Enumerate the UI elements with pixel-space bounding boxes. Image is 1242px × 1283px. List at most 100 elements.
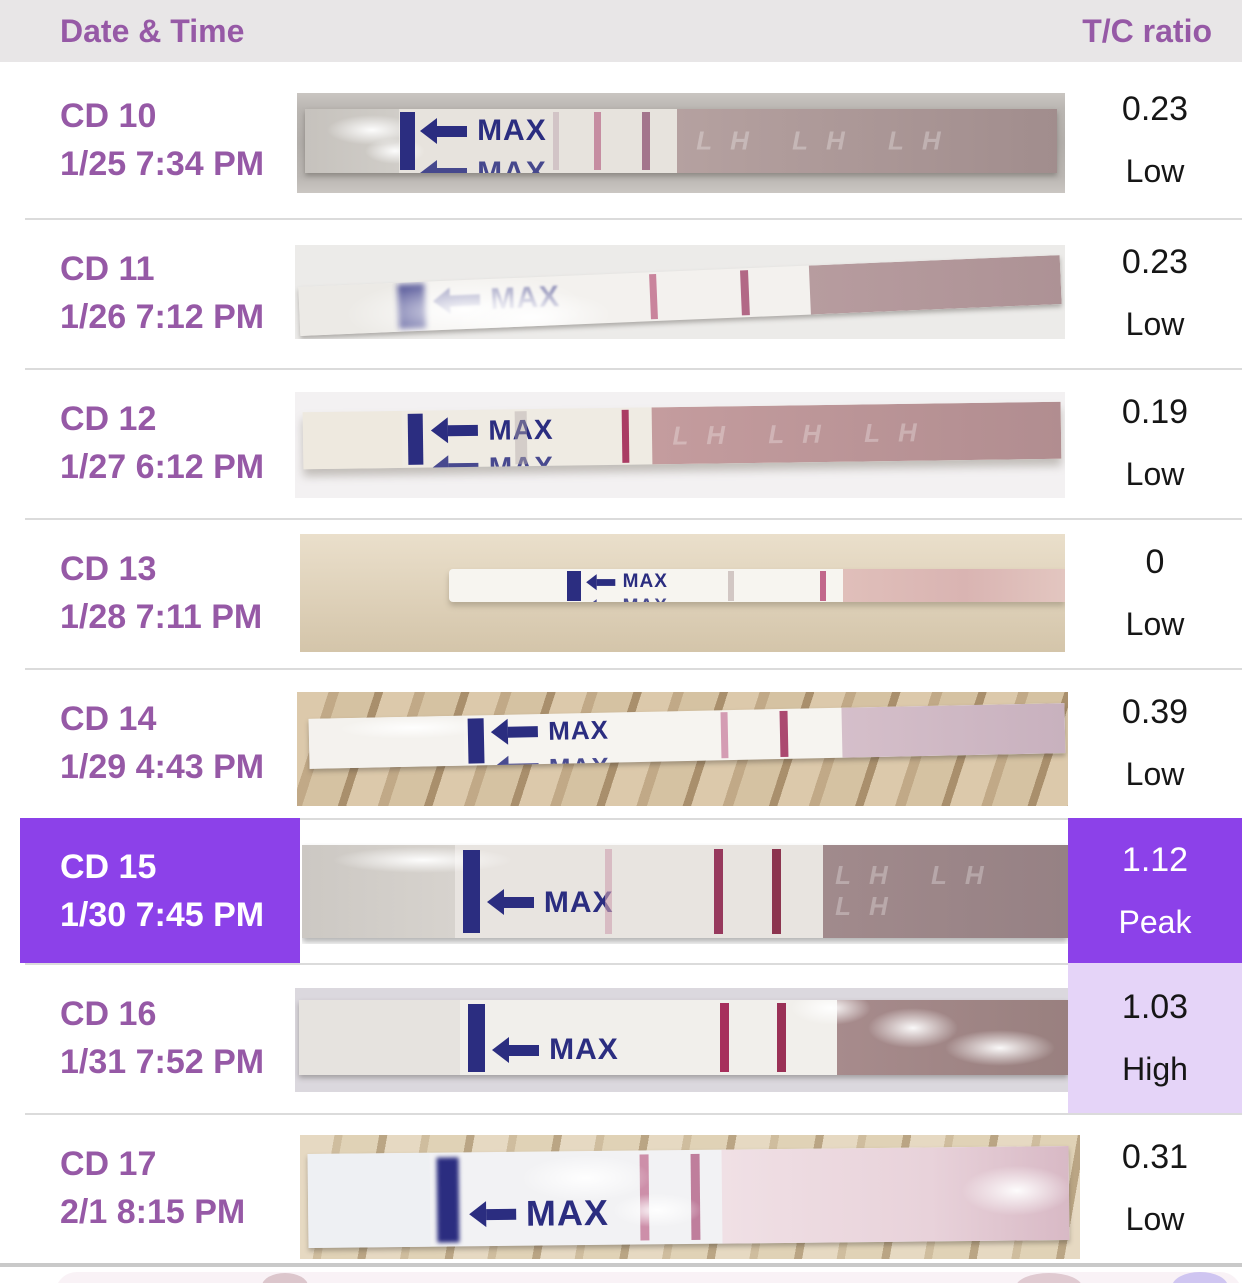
datetime-label: 2/1 8:15 PM (60, 1193, 246, 1231)
max-label-group: MAX MAX (430, 410, 554, 470)
date-cell: CD 12 1/27 6:12 PM (0, 368, 300, 518)
test-strip-photo[interactable]: MAX MAX LH LH LH (297, 93, 1065, 193)
test-line (648, 274, 658, 320)
max-label: MAX (548, 752, 610, 770)
test-line (553, 111, 560, 171)
strip-handle (302, 410, 402, 470)
max-label: MAX (623, 596, 668, 602)
max-label: MAX (547, 715, 609, 747)
pad-lh-print: LH LH LH (671, 416, 935, 451)
test-row-cd15-peak[interactable]: CD 15 1/30 7:45 PM MAX MAX LH LH LH (0, 818, 1242, 963)
test-line (719, 712, 728, 759)
test-row-cd13[interactable]: CD 13 1/28 7:11 PM MAX MAX 0 Low (0, 518, 1242, 668)
max-arrow-icon (420, 117, 468, 144)
lh-level-label: Low (1125, 456, 1185, 492)
max-arrow-icon (447, 424, 479, 437)
date-cell: CD 10 1/25 7:34 PM (0, 62, 300, 218)
datetime-label: 1/31 7:52 PM (60, 1043, 265, 1081)
cycle-day-label: CD 16 (60, 995, 157, 1033)
datetime-label: 1/27 6:12 PM (60, 448, 265, 486)
lh-level-label: Low (1125, 756, 1185, 792)
control-line (641, 111, 650, 171)
datetime-label: 1/28 7:11 PM (60, 598, 263, 636)
lh-level-label: Peak (1118, 903, 1192, 940)
section-divider (0, 1263, 1242, 1267)
control-line (778, 711, 788, 758)
absorbent-pad (808, 255, 1062, 315)
ratio-cell: 0 Low (1068, 518, 1242, 668)
lh-level-label: Low (1125, 606, 1185, 642)
ratio-cell: 0.31 Low (1068, 1113, 1242, 1263)
max-arrow-icon (420, 159, 468, 173)
test-line (514, 411, 528, 465)
glare-highlight (520, 1154, 651, 1202)
test-strip-photo[interactable]: MAX (295, 245, 1065, 339)
max-label: MAX (543, 885, 614, 919)
glare-highlight (364, 137, 425, 164)
datetime-label: 1/25 7:34 PM (60, 145, 265, 183)
cycle-day-label: CD 15 (60, 847, 157, 886)
max-marker-bar (567, 571, 581, 601)
tc-ratio-value: 1.12 (1121, 840, 1189, 879)
max-marker-bar (400, 112, 416, 170)
test-strip-photo[interactable]: MAX MAX (300, 534, 1065, 652)
strip-handle (307, 1152, 430, 1249)
ratio-cell-high: 1.03 High (1068, 963, 1242, 1113)
date-cell: CD 16 1/31 7:52 PM (0, 963, 300, 1113)
next-row-peek[interactable] (0, 1267, 1242, 1283)
cycle-day-label: CD 14 (60, 700, 157, 738)
cycle-day-label: CD 11 (60, 250, 155, 288)
tc-ratio-value: 1.03 (1121, 988, 1189, 1026)
test-row-cd12[interactable]: CD 12 1/27 6:12 PM MAX MAX LH LH LH 0.19… (0, 368, 1242, 518)
max-marker-bar (436, 1156, 459, 1243)
cycle-day-label: CD 12 (60, 400, 157, 438)
datetime-label: 1/30 7:45 PM (60, 895, 265, 934)
tc-ratio-value: 0.23 (1121, 90, 1189, 128)
absorbent-pad: LH LH LH (651, 401, 1062, 465)
test-row-cd17[interactable]: CD 17 2/1 8:15 PM MAX MAX 0.31 Low (0, 1113, 1242, 1263)
test-strip-photo[interactable]: MAX MAX (300, 1135, 1080, 1259)
max-marker-bar (466, 718, 485, 764)
control-line (771, 848, 781, 935)
control-line (739, 270, 750, 316)
max-marker-bar (407, 413, 423, 466)
test-strip-photo[interactable]: MAX MAX (297, 692, 1068, 806)
lh-test-strip: MAX MAX (308, 703, 1065, 770)
control-line (819, 570, 826, 602)
test-line (594, 111, 602, 171)
absorbent-pad: LH LH LH (677, 109, 1058, 173)
cycle-day-label: CD 17 (60, 1145, 157, 1183)
max-label: MAX (622, 571, 668, 593)
max-label-group: MAX MAX (467, 1152, 609, 1246)
tc-ratio-value: 0 (1145, 543, 1165, 581)
control-line (777, 1003, 787, 1073)
test-strip-photo[interactable]: MAX MAX LH LH LH (302, 843, 1068, 944)
test-row-cd16-high[interactable]: CD 16 1/31 7:52 PM MAX MAX 1.03 High (0, 963, 1242, 1113)
test-row-cd11[interactable]: CD 11 1/26 7:12 PM MAX 0.23 Low (0, 218, 1242, 368)
cycle-day-label: CD 13 (60, 550, 157, 588)
test-line (714, 848, 724, 935)
date-cell-peak: CD 15 1/30 7:45 PM (20, 818, 300, 963)
max-marker-bar (462, 849, 480, 934)
ratio-cell: 0.23 Low (1068, 62, 1242, 218)
pad-lh-print: LH LH LH (835, 860, 1002, 922)
ratio-cell: 0.23 Low (1068, 218, 1242, 368)
max-label: MAX (477, 114, 547, 148)
glare-highlight (332, 846, 513, 873)
test-strip-photo[interactable]: MAX MAX (295, 988, 1068, 1092)
lh-level-label: Low (1125, 153, 1185, 189)
lh-test-strip: MAX MAX LH LH LH (302, 845, 1068, 938)
glare-highlight (961, 1164, 1069, 1216)
test-row-cd14[interactable]: CD 14 1/29 4:43 PM MAX MAX 0.39 Low (0, 668, 1242, 818)
max-arrow-icon (507, 726, 538, 739)
test-line (719, 1003, 729, 1073)
test-line (728, 570, 735, 602)
date-cell: CD 11 1/26 7:12 PM (0, 218, 300, 368)
next-photo-blob (262, 1273, 308, 1283)
date-cell: CD 13 1/28 7:11 PM (0, 518, 300, 668)
tc-ratio-value: 0.39 (1121, 693, 1189, 731)
test-row-cd10[interactable]: CD 10 1/25 7:34 PM MAX MAX LH LH LH (0, 62, 1242, 218)
control-line (689, 1153, 700, 1241)
test-strip-photo[interactable]: MAX MAX LH LH LH (295, 392, 1065, 498)
